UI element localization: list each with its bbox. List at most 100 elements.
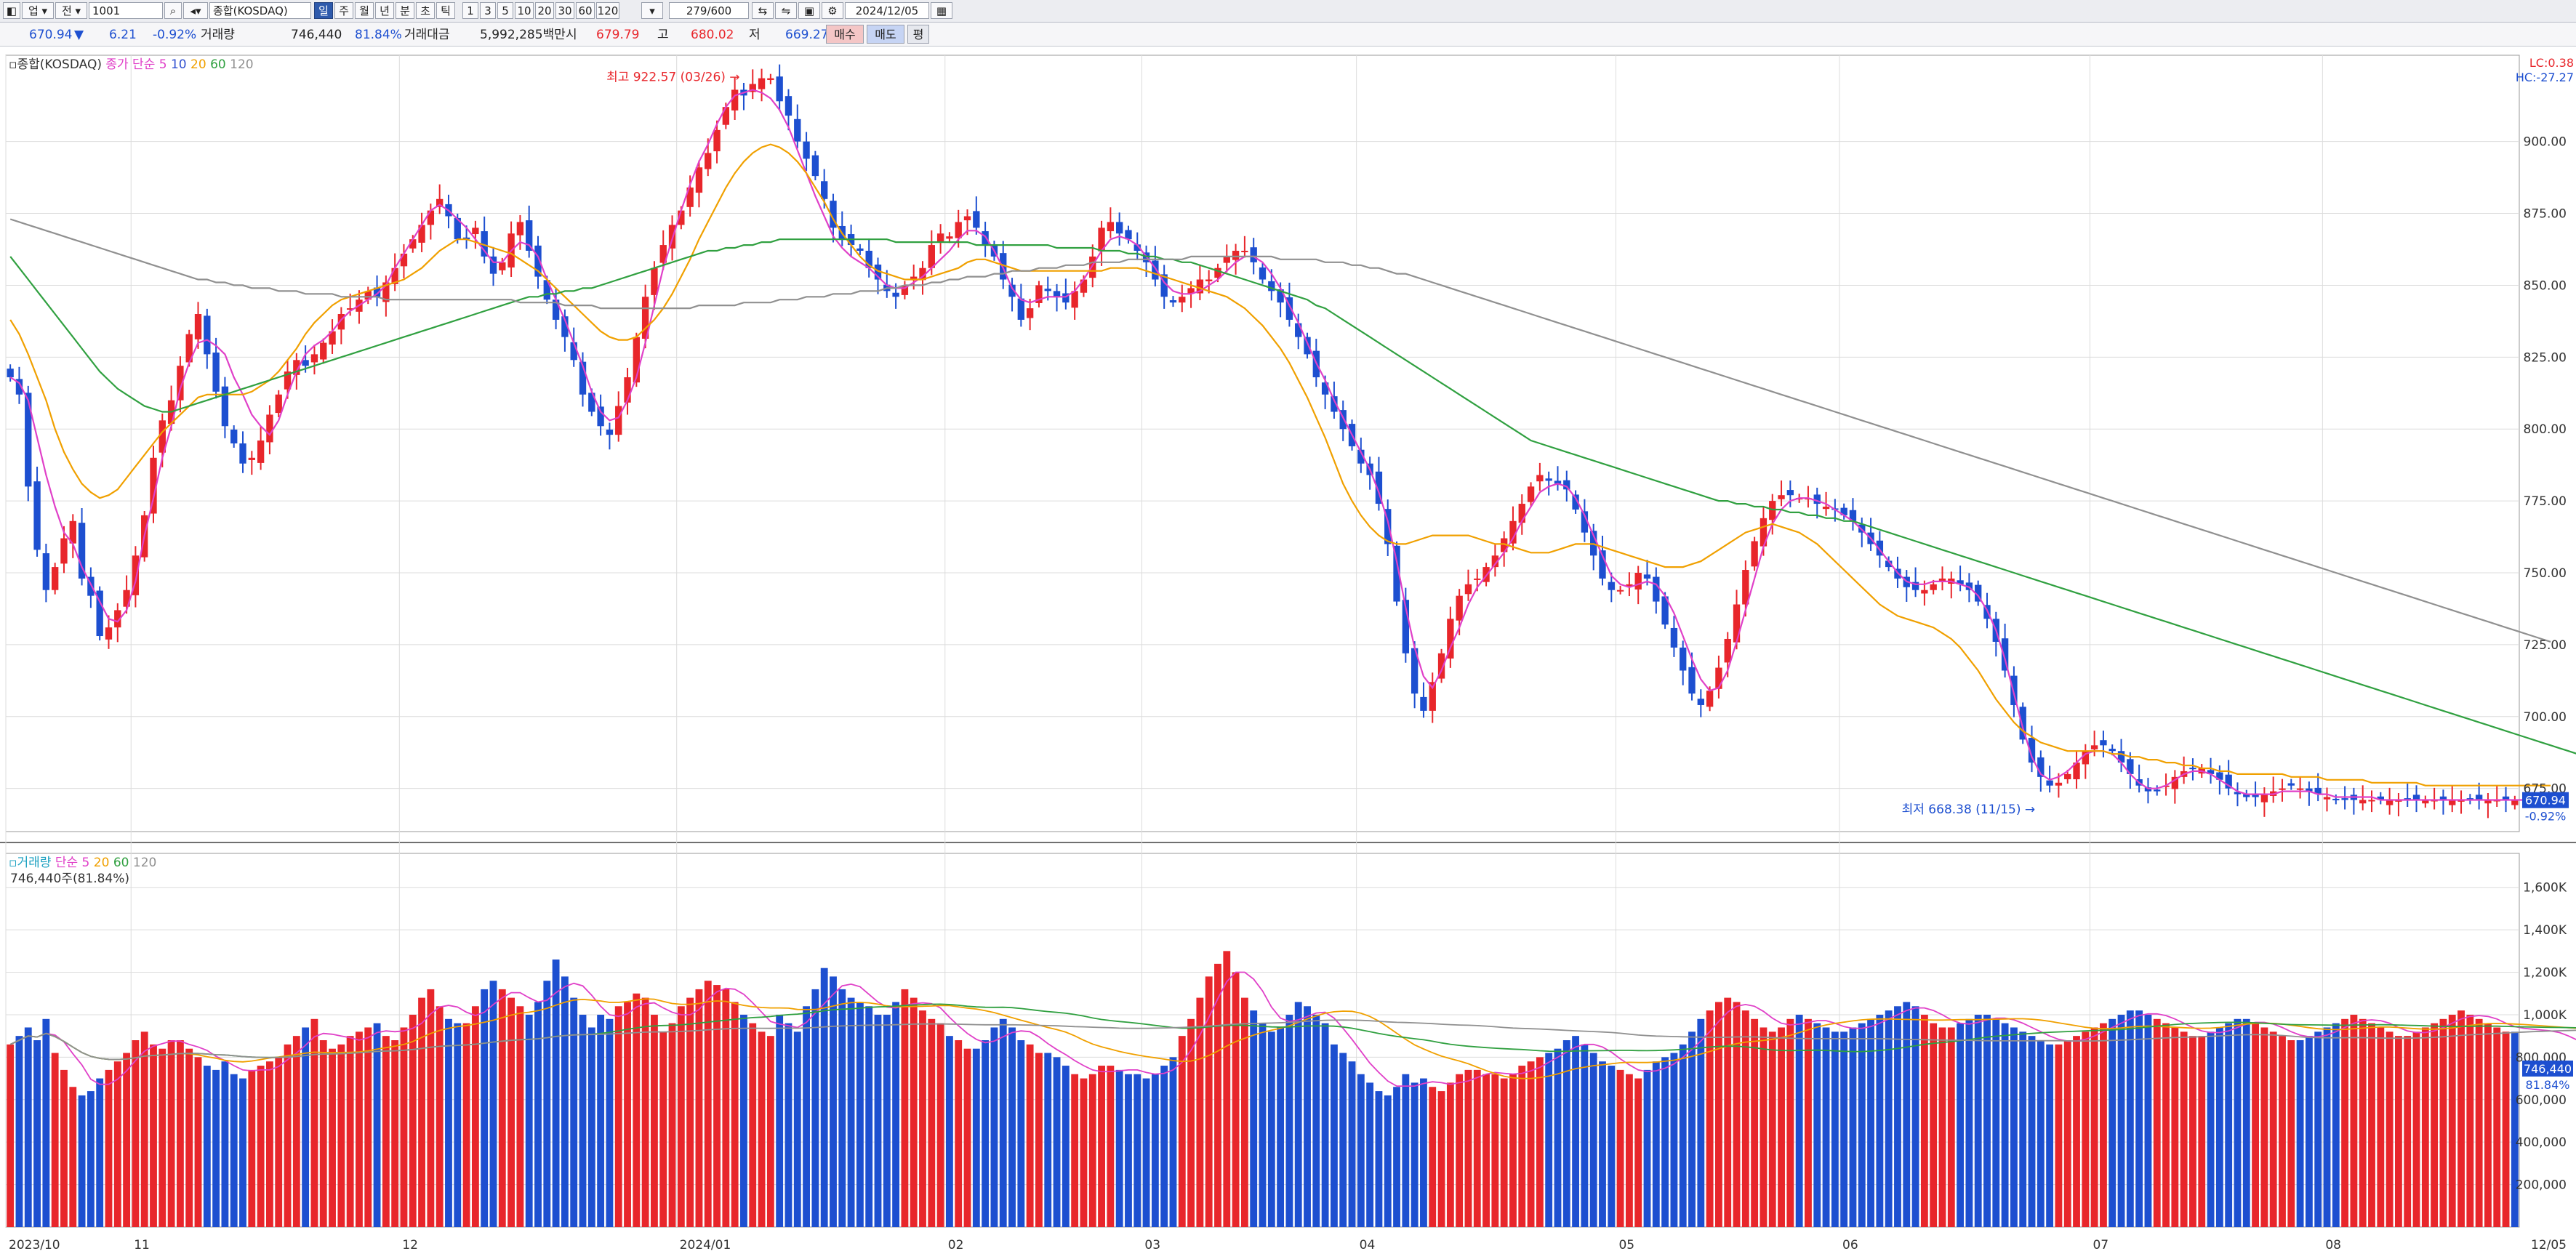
candle-body xyxy=(2395,800,2402,802)
volume-bar xyxy=(1071,1074,1079,1227)
period-button-5[interactable]: 초 xyxy=(416,2,435,19)
candle-body xyxy=(1071,291,1078,308)
candle-body xyxy=(579,361,587,395)
candle-body xyxy=(2189,768,2196,770)
volume-bar xyxy=(292,1036,300,1227)
candle-body xyxy=(982,231,989,246)
search-icon[interactable]: ⌕ xyxy=(164,2,182,19)
volume-bar xyxy=(659,1031,667,1227)
volume-bar xyxy=(1446,1082,1454,1227)
volume-bar xyxy=(2162,1023,2170,1227)
candle-body xyxy=(1393,545,1400,602)
candle-body xyxy=(2127,759,2134,774)
candle-body xyxy=(1285,297,1293,320)
interval-button-3[interactable]: 3 xyxy=(480,2,496,19)
calendar-icon[interactable]: ▦ xyxy=(931,2,952,19)
candle-body xyxy=(194,314,202,339)
candle-body xyxy=(588,393,595,412)
code-input[interactable]: 1001 xyxy=(89,2,163,19)
candle-body xyxy=(1733,604,1741,643)
volume-ma-line-120 xyxy=(9,1019,2576,1061)
date-field[interactable]: 2024/12/05 xyxy=(845,2,929,19)
candle-body xyxy=(1474,578,1481,580)
volume-bar xyxy=(1008,1027,1016,1227)
volume-bar xyxy=(346,1036,354,1227)
candle-body xyxy=(963,216,971,221)
volume-bar xyxy=(1867,1018,1874,1227)
candle-body xyxy=(2279,788,2286,790)
sound-icon[interactable]: ◂▾ xyxy=(183,2,208,19)
interval-button-20[interactable]: 20 xyxy=(535,2,554,19)
volume-summary: 746,440주(81.84%) xyxy=(10,872,129,886)
volume-bar xyxy=(1026,1044,1034,1227)
market-mode-select[interactable]: 업 ▾ xyxy=(22,2,54,19)
price-volume-chart[interactable]: 675.00700.00725.00750.00775.00800.00825.… xyxy=(0,47,2576,1259)
count-field[interactable]: 279/600 xyxy=(669,2,749,19)
period-button-2[interactable]: 월 xyxy=(355,2,374,19)
candle-body xyxy=(722,107,730,125)
candle-body xyxy=(606,430,614,435)
settings-gear-icon[interactable]: ⚙ xyxy=(822,2,843,19)
candle-body xyxy=(1241,250,1248,252)
volume-bar xyxy=(1456,1074,1464,1227)
period-button-6[interactable]: 틱 xyxy=(436,2,455,19)
interval-button-60[interactable]: 60 xyxy=(576,2,595,19)
volume-bar xyxy=(489,981,497,1227)
volume-bar xyxy=(1044,1053,1052,1227)
candle-body xyxy=(2457,800,2465,802)
save-icon[interactable]: ▣ xyxy=(798,2,820,19)
interval-button-30[interactable]: 30 xyxy=(555,2,574,19)
sell-button[interactable]: 매도 xyxy=(867,25,904,44)
evaluate-button[interactable]: 평 xyxy=(907,25,929,44)
volume-bar xyxy=(587,1027,595,1227)
volume-bar xyxy=(1348,1061,1356,1227)
candle-body xyxy=(1572,494,1579,510)
volume-bar xyxy=(2019,1031,2027,1227)
candle-body xyxy=(2082,751,2090,765)
volume-bar xyxy=(1509,1074,1517,1227)
volume-bar xyxy=(1232,972,1240,1227)
window-menu-icon[interactable]: ◧ xyxy=(3,2,20,19)
interval-button-1[interactable]: 1 xyxy=(462,2,478,19)
volume-bar xyxy=(1778,1027,1785,1227)
volume-bar xyxy=(462,1023,470,1227)
candle-body xyxy=(1706,691,1714,707)
volume-bar xyxy=(936,1023,944,1227)
buy-button[interactable]: 매수 xyxy=(826,25,864,44)
price-tick-label: 700.00 xyxy=(2524,710,2567,725)
volume-bar xyxy=(2126,1010,2134,1227)
interval-button-120[interactable]: 120 xyxy=(596,2,619,19)
volume-bar xyxy=(892,1002,900,1227)
candle-body xyxy=(659,245,667,263)
volume-bar xyxy=(2448,1014,2456,1227)
candle-body xyxy=(1760,518,1768,547)
volume-bar xyxy=(2493,1027,2501,1227)
candle-body xyxy=(1653,576,1660,602)
candle-body xyxy=(2064,773,2071,780)
period-button-1[interactable]: 주 xyxy=(334,2,353,19)
candle-body xyxy=(919,268,926,281)
compare-icon[interactable]: ⇋ xyxy=(775,2,797,19)
high-value: 680.02 xyxy=(691,28,734,42)
interval-button-10[interactable]: 10 xyxy=(515,2,534,19)
period-button-0[interactable]: 일 xyxy=(314,2,333,19)
volume-bar xyxy=(159,1048,166,1227)
candle-body xyxy=(310,354,318,363)
candle-body xyxy=(400,253,408,267)
zoom-icon[interactable]: ⇆ xyxy=(752,2,774,19)
candle-body xyxy=(2073,763,2080,780)
date-value: 2024/12/05 xyxy=(855,4,919,17)
period-button-3[interactable]: 년 xyxy=(375,2,394,19)
dropdown-icon[interactable]: ▾ xyxy=(641,2,663,19)
interval-button-5[interactable]: 5 xyxy=(497,2,513,19)
price-tick-label: 825.00 xyxy=(2524,350,2567,365)
candle-body xyxy=(2216,772,2223,780)
volume-bar xyxy=(1518,1066,1526,1227)
candle-body xyxy=(1169,300,1177,303)
amount-label: 거래대금 xyxy=(404,28,450,42)
volume-bar xyxy=(373,1023,381,1227)
view-select[interactable]: 전 ▾ xyxy=(55,2,87,19)
candle-body xyxy=(2323,797,2331,800)
period-button-4[interactable]: 분 xyxy=(396,2,414,19)
volume-bar xyxy=(2279,1036,2286,1227)
